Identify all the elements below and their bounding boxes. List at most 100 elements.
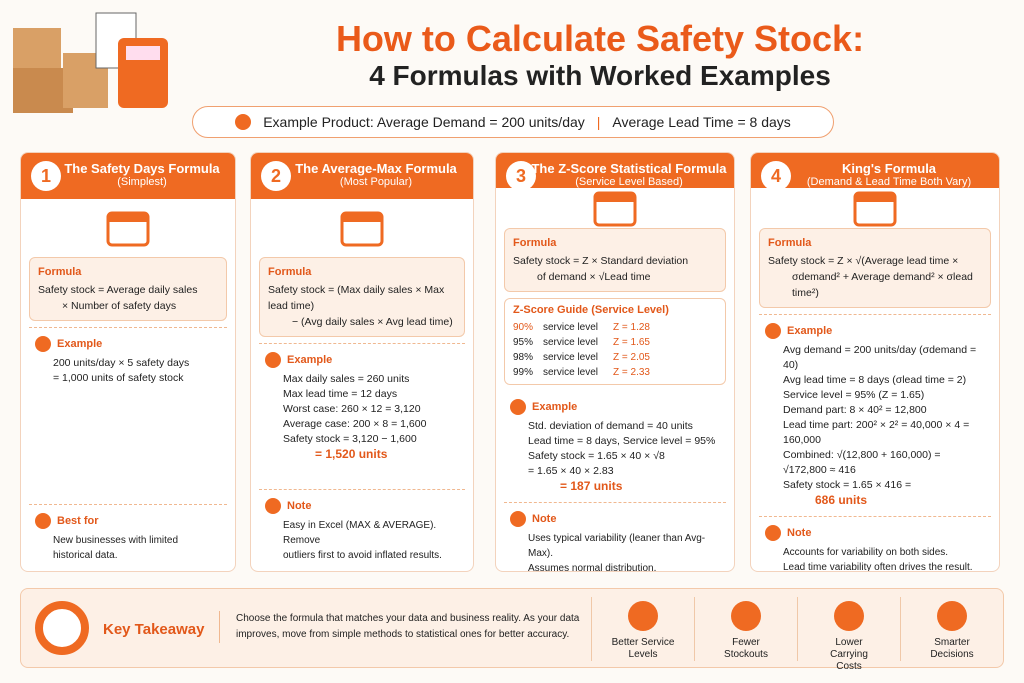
card-header: 3 The Z-Score Statistical Formula (Service… — [496, 153, 734, 191]
example-line: Combined: √(12,800 + 160,000) = √172,800… — [783, 449, 941, 476]
divider: | — [596, 114, 601, 130]
example-line: Lead time = 8 days, Service level = 95% — [528, 435, 716, 447]
extra-icon — [765, 525, 781, 541]
example-title: Example — [787, 324, 833, 337]
formula-line: σdemand² + Average demand² × σlead time²… — [792, 271, 973, 299]
benefit: Fewer Stockouts — [694, 597, 797, 661]
extra-line: outliers first to avoid inflated results… — [283, 550, 442, 561]
benefit-icon — [628, 601, 658, 631]
z-guide: Z-Score Guide (Service Level) 90% service … — [504, 298, 726, 385]
guide-cell: Z = 2.05 — [613, 352, 650, 363]
guide-cell: 99% — [513, 367, 534, 378]
card-number: 1 — [31, 161, 61, 191]
extra-line: Accounts for variability on both sides. — [783, 547, 949, 558]
extra-line: Assumes normal distribution. — [528, 563, 657, 572]
benefit-text: Smarter Decisions — [930, 637, 974, 660]
guide-cell: Z = 1.65 — [613, 337, 650, 348]
formula-label: Formula — [38, 266, 82, 278]
extra-section: Note Accounts for variability on both sid… — [759, 516, 991, 572]
formula-label: Formula — [768, 237, 812, 249]
extra-section: Best for New businesses with limited histo… — [29, 504, 227, 571]
extra-section: Note Uses typical variability (leaner tha… — [504, 502, 726, 572]
card-title: The Average-Max Formula — [295, 161, 457, 176]
card-title: The Z-Score Statistical Formula — [531, 161, 727, 176]
example-line: Demand part: 8 × 40² = 12,800 — [783, 404, 927, 416]
extra-label: Note — [765, 525, 985, 541]
extra-line: New businesses with limited — [53, 535, 179, 546]
guide-row: 90% service level Z = 1.28 — [513, 320, 717, 335]
extra-icon — [265, 498, 281, 514]
guide-cell: 90% — [513, 322, 534, 333]
example-icon — [265, 352, 281, 368]
example-label: Example — [35, 336, 221, 352]
card-number: 2 — [261, 161, 291, 191]
example-line: Safety stock = 3,120 − 1,600 — [283, 433, 417, 445]
example-label: Example — [510, 399, 720, 415]
card: 2 The Average-Max Formula (Most Popular) Fo… — [250, 152, 474, 572]
extra-title: Note — [287, 499, 312, 512]
card-header: 2 The Average-Max Formula (Most Popular) — [251, 153, 473, 199]
benefit-text: Fewer Stockouts — [724, 637, 768, 660]
guide-row: 95% service level Z = 1.65 — [513, 335, 717, 350]
icon-graphic — [106, 211, 150, 247]
card-header: 4 King's Formula (Demand & Lead Time Both … — [751, 153, 999, 191]
benefit-text: Better Service Levels — [611, 637, 675, 660]
icon-graphic — [853, 191, 897, 227]
example-line: Std. deviation of demand = 40 units — [528, 420, 693, 432]
example-section: Example Avg demand = 200 units/day (σdema… — [759, 314, 991, 516]
example-icon — [765, 323, 781, 339]
guide-row: 99% service level Z = 2.33 — [513, 365, 717, 380]
formula-line: Safety stock = Average daily sales — [38, 284, 198, 296]
boxes-illustration — [13, 12, 168, 113]
example-line: Safety stock = 1.65 × 40 × √8 — [528, 450, 665, 462]
example-line: Avg demand = 200 units/day (σdemand = 40… — [783, 344, 977, 371]
formula-line: of demand × √Lead time — [537, 271, 651, 283]
formula-line: Safety stock = Z × √(Average lead time × — [768, 255, 959, 267]
formula-line: Safety stock = (Max daily sales × Max le… — [268, 284, 445, 312]
formula-line: × Number of safety days — [62, 300, 177, 312]
guide-cell: service level — [543, 337, 599, 348]
card-icon — [496, 188, 734, 228]
example-line: Worst case: 260 × 12 = 3,120 — [283, 403, 421, 415]
formula-box: Formula Safety stock = Z × √(Average lead… — [759, 228, 991, 308]
example-title: Example — [532, 400, 578, 413]
footer: Key Takeaway Choose the formula that matc… — [20, 588, 1004, 672]
icon-graphic — [593, 191, 637, 227]
extra-line: historical data. — [53, 550, 118, 561]
benefit: Smarter Decisions — [900, 597, 1003, 661]
benefit-icon — [937, 601, 967, 631]
extra-label: Best for — [35, 513, 221, 529]
extra-icon — [35, 513, 51, 529]
extra-title: Note — [787, 526, 812, 539]
example-title: Example — [287, 353, 333, 366]
card: 4 King's Formula (Demand & Lead Time Both … — [750, 152, 1000, 572]
example-line: Max lead time = 12 days — [283, 388, 398, 400]
formula-line: − (Avg daily sales × Avg lead time) — [292, 316, 453, 328]
formula-box: Formula Safety stock = Z × Standard devia… — [504, 228, 726, 292]
extra-section: Note Easy in Excel (MAX & AVERAGE). Remov… — [259, 489, 465, 571]
example-section: Example 200 units/day × 5 safety days = 1,… — [29, 327, 227, 394]
card-subtitle: (Simplest) — [117, 176, 167, 188]
formula-box: Formula Safety stock = Average daily sale… — [29, 257, 227, 321]
subtitle: 4 Formulas with Worked Examples — [369, 60, 831, 91]
example-section: Example Std. deviation of demand = 40 uni… — [504, 391, 726, 502]
benefit-text: Lower Carrying Costs — [830, 637, 868, 672]
example-title: Example — [57, 337, 103, 350]
card-title: The Safety Days Formula — [64, 161, 220, 176]
formula-label: Formula — [513, 237, 557, 249]
guide-cell: service level — [543, 367, 599, 378]
example-icon — [35, 336, 51, 352]
extra-label: Note — [265, 498, 459, 514]
example-line: Lead time part: 200² × 2² = 40,000 × 4 =… — [783, 419, 970, 446]
example-line: Average case: 200 × 8 = 1,600 — [283, 418, 427, 430]
title: How to Calculate Safety Stock: — [335, 18, 865, 59]
card-number: 4 — [761, 161, 791, 191]
card-subtitle: (Demand & Lead Time Both Vary) — [806, 176, 972, 188]
guide-label: Z-Score Guide (Service Level) — [513, 304, 669, 316]
example-label: Example — [765, 323, 985, 339]
takeaway-label: Key Takeaway — [103, 621, 205, 638]
target-icon — [35, 601, 89, 655]
lead-time: Average Lead Time = 8 days — [612, 114, 791, 130]
extra-line: Lead time variability often drives the r… — [783, 562, 973, 572]
